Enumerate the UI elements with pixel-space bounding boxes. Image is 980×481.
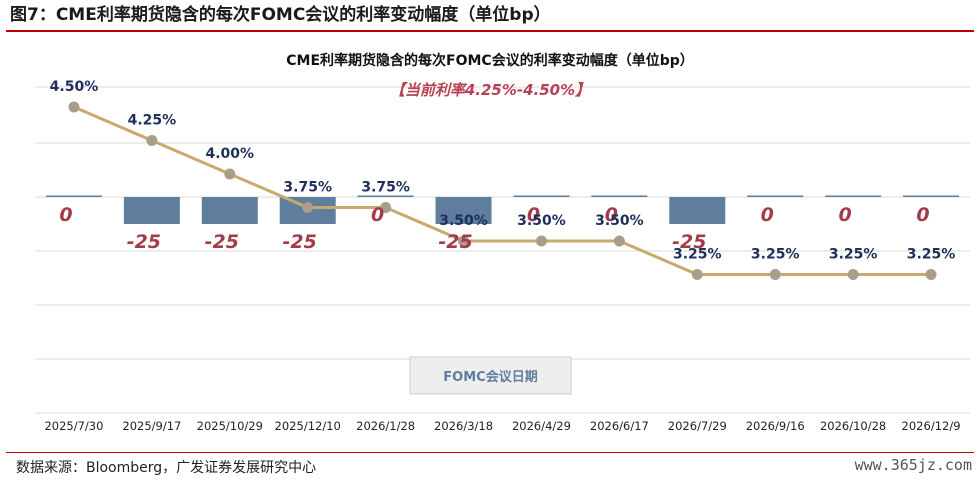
gridlines: [35, 86, 970, 414]
bar-value-label: -25: [438, 231, 472, 253]
rate-point: [302, 202, 314, 213]
rate-change-chart: 0 -25 -25 -25 0 -25 0 0 -25 0 0 0 4.50% 4.25% 4.00% 3.7…: [35, 52, 970, 433]
title-divider: [6, 30, 974, 32]
bar-value-label: -25: [205, 231, 239, 253]
rate-point: [613, 235, 625, 247]
bar: [201, 197, 258, 224]
current-rate-annotation: 【当前利率4.25%-4.50%】: [390, 81, 590, 99]
bar: [825, 195, 882, 197]
figure-title: 图7：CME利率期货隐含的每次FOMC会议的利率变动幅度（单位bp）: [10, 5, 551, 25]
bar: [435, 197, 492, 224]
x-tick-label: 2025/12/10: [275, 419, 341, 433]
source-note: 数据来源：Bloomberg，广发证券发展研究中心: [16, 460, 317, 476]
bar: [591, 195, 648, 197]
rate-point: [224, 168, 236, 180]
bar: [513, 195, 570, 197]
rate-value-label: 3.75%: [283, 180, 332, 196]
chart-title: CME利率期货隐含的每次FOMC会议的利率变动幅度（单位bp）: [286, 52, 693, 69]
rate-point: [847, 269, 859, 280]
rate-value-label: 3.75%: [361, 180, 410, 196]
bar: [903, 195, 960, 197]
bar-value-label: 0: [605, 204, 618, 226]
x-tick-label: 2026/7/29: [668, 419, 727, 433]
x-tick-label: 2025/9/17: [122, 419, 181, 433]
bar-value-label: -25: [672, 231, 706, 253]
chart-area: 0 -25 -25 -25 0 -25 0 0 -25 0 0 0 4.50% 4.25% 4.00% 3.7…: [0, 32, 980, 450]
rate-path-line: [73, 105, 932, 276]
x-tick-label: 2026/10/28: [820, 419, 886, 433]
rate-point: [458, 235, 470, 247]
x-tick-label: 2025/10/29: [197, 419, 263, 433]
rate-value-label: 3.50%: [595, 213, 644, 229]
line-series: [68, 101, 937, 280]
x-tick-label: 2026/12/9: [902, 419, 961, 433]
x-tick-label: 2026/6/17: [590, 419, 649, 433]
rate-value-label: 3.25%: [907, 247, 956, 263]
bar: [123, 197, 180, 224]
bar: [747, 195, 804, 197]
rate-point: [925, 269, 937, 280]
rate-value-label: 4.00%: [206, 146, 255, 162]
bar-value-label: -25: [127, 231, 161, 253]
bar-value-label: 0: [527, 204, 540, 226]
bar-value-label: 0: [371, 204, 384, 226]
data-labels: 0 -25 -25 -25 0 -25 0 0 -25 0 0 0 4.50% 4.25% 4.00% 3.7…: [50, 79, 956, 263]
bar-value-label: 0: [839, 204, 852, 226]
x-axis-label-box: [409, 356, 572, 395]
bar: [669, 197, 726, 224]
x-axis-ticks: 2025/7/30 2025/9/17 2025/10/29 2025/12/10 20…: [44, 419, 960, 433]
rate-value-label: 4.50%: [50, 79, 99, 95]
rate-value-label: 3.25%: [751, 247, 800, 263]
rate-point: [769, 269, 781, 280]
rate-point: [691, 269, 703, 280]
rate-point: [380, 202, 392, 213]
x-tick-label: 2025/7/30: [44, 419, 103, 433]
rate-value-label: 3.50%: [439, 213, 488, 229]
rate-value-label: 4.25%: [128, 113, 177, 129]
rate-point: [146, 135, 158, 146]
footer-divider: [6, 452, 974, 453]
rate-value-label: 3.25%: [829, 247, 878, 263]
bar-series: [45, 195, 960, 224]
rate-value-label: 3.50%: [517, 213, 566, 229]
bar: [45, 195, 102, 197]
x-axis-label: FOMC会议日期: [443, 369, 537, 385]
x-tick-label: 2026/4/29: [512, 419, 571, 433]
bar: [357, 195, 414, 197]
x-tick-label: 2026/9/16: [746, 419, 805, 433]
bar-value-label: 0: [59, 204, 72, 226]
bar-value-label: -25: [283, 231, 317, 253]
bar-value-label: 0: [916, 204, 929, 226]
rate-value-label: 3.25%: [673, 247, 722, 263]
rate-point: [68, 101, 80, 113]
x-tick-label: 2026/3/18: [434, 419, 493, 433]
bar-value-label: 0: [761, 204, 774, 226]
x-tick-label: 2026/1/28: [356, 419, 415, 433]
watermark: www.365jz.com: [854, 456, 972, 474]
rate-point: [535, 235, 547, 247]
